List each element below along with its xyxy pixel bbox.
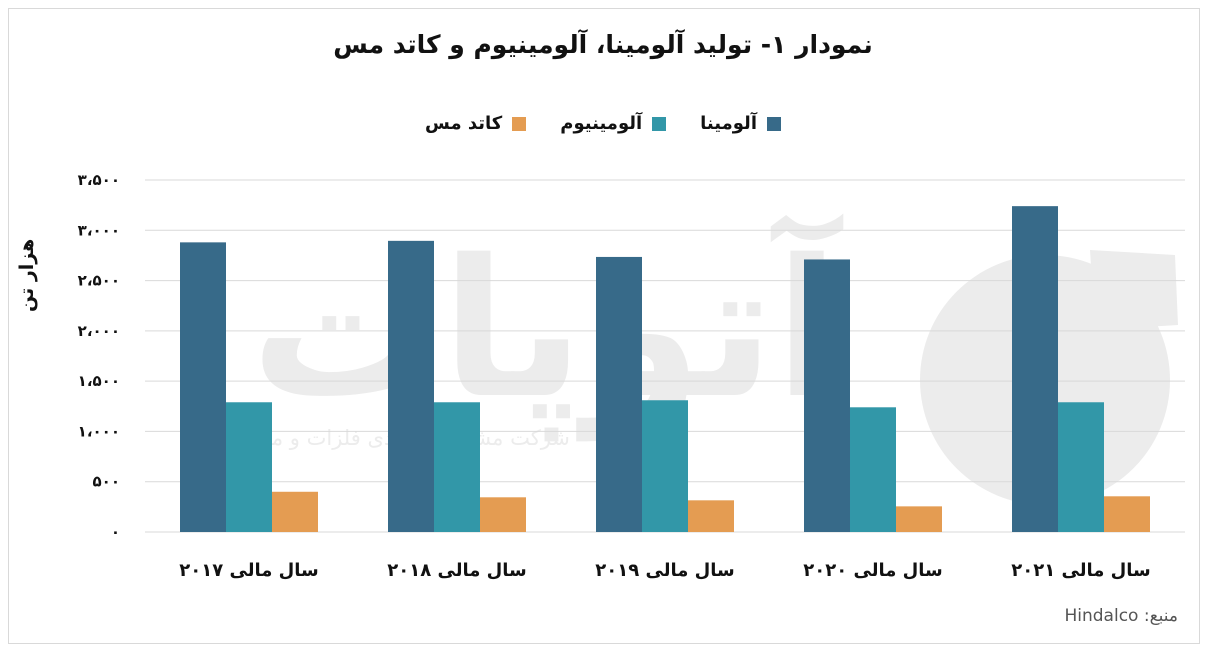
y-tick-label: ۳،۵۰۰ [78,171,120,189]
bar [434,402,480,532]
bar [688,500,734,532]
y-tick-label: ۲،۰۰۰ [78,322,120,340]
bar [596,256,642,532]
y-tick-label: ۲،۵۰۰ [78,272,120,290]
legend-item-copper-cathode: کاتد مس [425,113,527,134]
x-tick-label: سال مالی ۲۰۲۰ [803,560,942,581]
bar [480,497,526,532]
legend-item-aluminium: آلومینیوم [560,113,667,134]
y-tick-label: ۱،۵۰۰ [78,372,120,390]
chart-title: نمودار ۱- تولید آلومینا، آلومینیوم و کات… [333,30,873,59]
x-tick-label: سال مالی ۲۰۱۷ [179,560,318,581]
legend: آلومینا آلومینیوم کاتد مس [0,113,1206,134]
x-tick-label: سال مالی ۲۰۱۹ [595,560,734,581]
y-tick-label: ۵۰۰ [93,473,120,491]
legend-label-alumina: آلومینا [700,113,757,134]
x-tick-label: سال مالی ۲۰۲۱ [1011,560,1150,581]
bar [226,402,272,532]
bar [1012,206,1058,533]
y-tick-label: ۳،۰۰۰ [78,221,120,239]
watermark-wedge [1090,250,1178,330]
y-axis-label: هزار تن [16,238,38,312]
legend-label-copper-cathode: کاتد مس [425,113,503,134]
bar [896,506,942,532]
bar [272,491,318,532]
watermark-logo-text: آتوپات [250,213,843,442]
bar [1058,402,1104,532]
bar [850,407,896,532]
x-tick-label: سال مالی ۲۰۱۸ [387,560,526,581]
x-tick-labels: سال مالی ۲۰۱۷ سال مالی ۲۰۱۸ سال مالی ۲۰۱۹ س… [179,560,1150,581]
legend-swatch-alumina [766,116,781,131]
bar [804,259,850,532]
bar [642,400,688,532]
y-tick-label: ۰ [111,523,120,541]
source-note: منبع: Hindalco [1064,606,1178,626]
legend-swatch-aluminium [652,116,667,131]
bar [180,242,226,532]
bar [388,240,434,533]
legend-item-alumina: آلومینا [700,113,781,134]
bar [1104,496,1150,532]
legend-label-aluminium: آلومینیوم [560,113,643,134]
legend-swatch-copper-cathode [512,116,527,131]
y-tick-label: ۱،۰۰۰ [78,422,120,440]
bars [180,206,1150,533]
y-tick-labels: ۰ ۵۰۰ ۱،۰۰۰ ۱،۵۰۰ ۲،۰۰۰ ۲،۵۰۰ ۳،۰۰۰ ۳،۵۰۰ [78,171,120,541]
